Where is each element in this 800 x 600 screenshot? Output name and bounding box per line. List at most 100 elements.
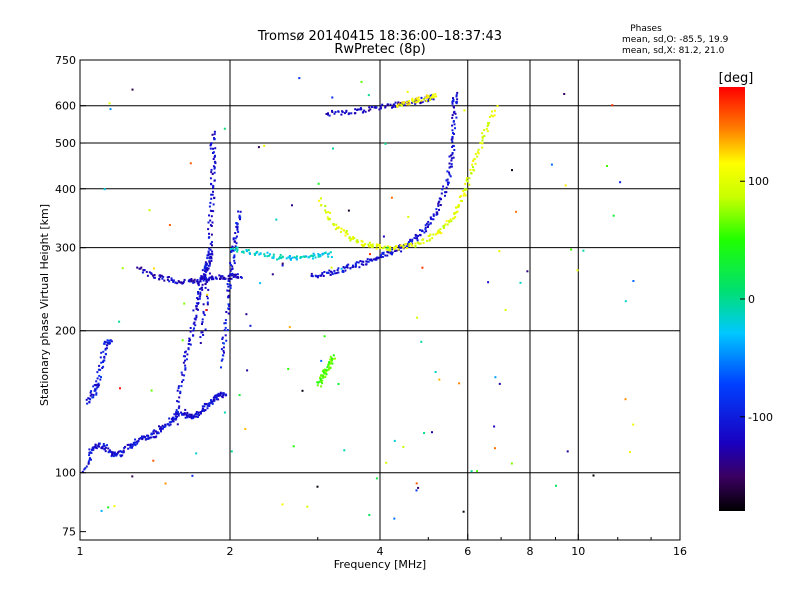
data-point bbox=[112, 455, 115, 458]
data-point bbox=[186, 411, 189, 414]
noise-point bbox=[415, 489, 418, 492]
data-point bbox=[408, 245, 411, 248]
data-point bbox=[209, 401, 212, 404]
data-point bbox=[239, 216, 242, 219]
data-point bbox=[152, 430, 155, 433]
data-point bbox=[211, 250, 214, 253]
data-point bbox=[222, 394, 225, 397]
data-point bbox=[456, 91, 459, 94]
data-point bbox=[477, 152, 480, 155]
data-point bbox=[369, 108, 372, 111]
data-point bbox=[213, 133, 216, 136]
data-point bbox=[334, 272, 336, 275]
data-point bbox=[421, 229, 424, 232]
data-point bbox=[389, 249, 392, 252]
data-point bbox=[352, 237, 355, 240]
noise-point bbox=[150, 389, 153, 392]
noise-point bbox=[386, 246, 389, 249]
data-point bbox=[103, 359, 106, 362]
data-point bbox=[88, 454, 91, 457]
data-point bbox=[236, 276, 239, 279]
data-point bbox=[180, 411, 182, 414]
data-point bbox=[321, 272, 324, 275]
x-tick-label: 6 bbox=[464, 545, 471, 558]
noise-point bbox=[393, 517, 396, 520]
noise-point bbox=[107, 506, 110, 509]
data-point bbox=[168, 421, 171, 424]
data-point bbox=[350, 112, 353, 115]
x-tick-label: 4 bbox=[377, 545, 384, 558]
data-point bbox=[183, 374, 186, 377]
data-point bbox=[160, 427, 163, 430]
data-point bbox=[417, 99, 420, 101]
data-point bbox=[87, 460, 90, 463]
data-point bbox=[395, 245, 398, 248]
noise-point bbox=[245, 313, 248, 316]
data-point bbox=[371, 243, 374, 246]
data-point bbox=[382, 246, 385, 249]
data-point bbox=[102, 365, 105, 368]
data-point bbox=[90, 458, 92, 461]
data-point bbox=[374, 257, 377, 260]
data-point bbox=[337, 271, 340, 274]
data-point bbox=[227, 303, 230, 306]
data-point bbox=[188, 280, 191, 283]
data-point bbox=[453, 106, 455, 109]
data-point bbox=[202, 277, 204, 280]
data-point bbox=[320, 379, 323, 382]
data-point bbox=[471, 163, 474, 166]
data-point bbox=[391, 106, 393, 109]
x-tick-label: 10 bbox=[571, 545, 585, 558]
data-point bbox=[435, 208, 438, 211]
data-point bbox=[159, 426, 162, 429]
data-point bbox=[434, 233, 437, 236]
data-point bbox=[226, 329, 229, 331]
data-point bbox=[184, 408, 187, 411]
data-point bbox=[451, 146, 454, 148]
data-point bbox=[370, 244, 373, 247]
data-point bbox=[208, 261, 211, 264]
data-point bbox=[391, 251, 394, 254]
data-point bbox=[360, 263, 363, 266]
data-point bbox=[173, 417, 176, 420]
data-point bbox=[362, 260, 365, 263]
data-point bbox=[354, 112, 357, 115]
data-point bbox=[88, 397, 91, 400]
data-point bbox=[393, 103, 396, 106]
data-point bbox=[170, 277, 173, 280]
data-point bbox=[432, 93, 434, 96]
data-point bbox=[88, 401, 91, 404]
data-point bbox=[412, 100, 415, 103]
data-point bbox=[327, 113, 329, 116]
chart-subtitle: RwPretec (8p) bbox=[334, 42, 425, 57]
data-point bbox=[399, 244, 402, 247]
data-point bbox=[177, 412, 180, 415]
data-point bbox=[345, 110, 348, 113]
data-point bbox=[370, 258, 373, 261]
data-point bbox=[176, 282, 179, 285]
data-point bbox=[186, 416, 189, 419]
data-point bbox=[104, 347, 107, 350]
data-point bbox=[164, 425, 167, 428]
data-point bbox=[221, 336, 224, 339]
data-point bbox=[232, 276, 235, 278]
data-point bbox=[272, 257, 275, 260]
data-point bbox=[187, 347, 190, 350]
data-point bbox=[89, 391, 92, 394]
data-point bbox=[86, 402, 89, 405]
data-point bbox=[245, 249, 248, 251]
data-point bbox=[311, 275, 314, 277]
data-point bbox=[211, 402, 214, 405]
noise-point bbox=[292, 445, 295, 448]
data-point bbox=[227, 277, 230, 280]
data-point bbox=[381, 103, 384, 106]
data-point bbox=[281, 256, 284, 259]
data-point bbox=[409, 240, 412, 243]
data-point bbox=[96, 377, 99, 380]
data-point bbox=[345, 265, 348, 268]
data-point bbox=[214, 161, 217, 164]
data-point bbox=[219, 393, 222, 396]
data-point bbox=[205, 263, 208, 266]
data-point bbox=[331, 271, 334, 274]
data-point bbox=[140, 266, 143, 269]
